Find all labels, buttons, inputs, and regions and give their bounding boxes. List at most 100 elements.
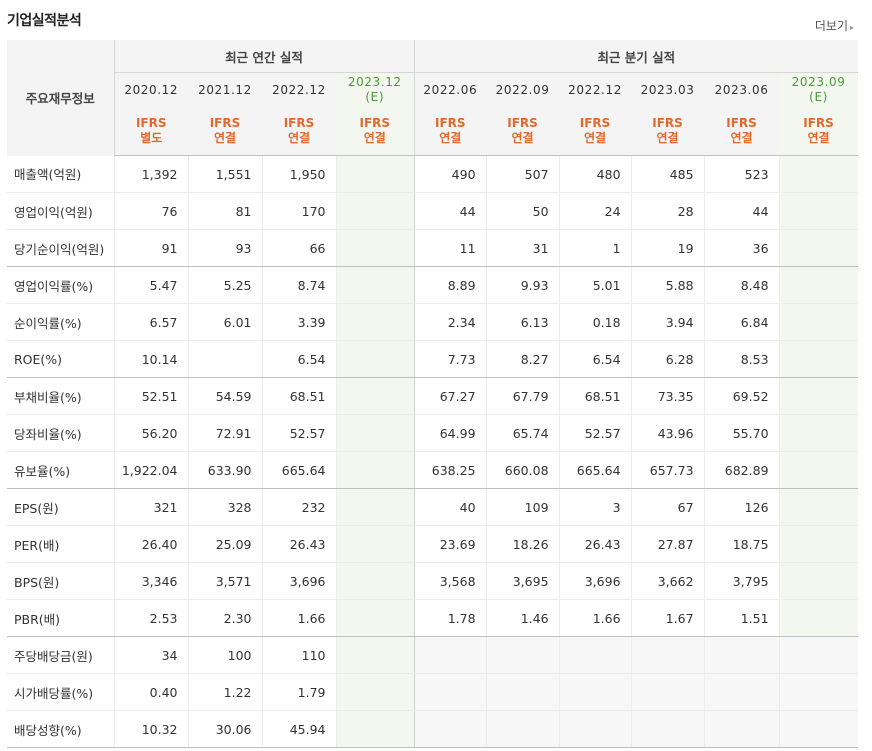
table-row: 매출액(억원) 1,392 1,551 1,950 490 507 480 485 523 bbox=[7, 155, 859, 193]
period-date: 2023.12 bbox=[347, 75, 402, 89]
annual-value-cell: 66 bbox=[261, 229, 336, 267]
quarter-value-cell: 6.28 bbox=[630, 340, 705, 378]
accounting-standard: IFRS 연결 bbox=[779, 107, 859, 156]
quarter-value-cell: 480 bbox=[558, 155, 632, 193]
quarter-value-cell bbox=[485, 673, 560, 711]
row-label: 당좌비율(%) bbox=[7, 414, 114, 452]
estimate-mark: (E) bbox=[809, 90, 828, 104]
period-date: 2022.06 bbox=[423, 83, 478, 97]
annual-value-cell: 6.01 bbox=[187, 303, 262, 341]
period-label: 2023.12 (E) bbox=[336, 72, 415, 107]
quarter-value-cell bbox=[558, 710, 632, 748]
annual-value-cell: 52.57 bbox=[261, 414, 336, 452]
quarter-value-cell bbox=[778, 303, 859, 341]
annual-value-cell: 25.09 bbox=[187, 525, 262, 563]
quarter-value-cell: 18.75 bbox=[703, 525, 780, 563]
quarter-value-cell: 0.18 bbox=[558, 303, 632, 341]
annual-value-cell: 72.91 bbox=[187, 414, 262, 452]
quarter-value-cell: 19 bbox=[630, 229, 705, 267]
quarter-value-cell: 126 bbox=[703, 488, 780, 526]
row-label: PER(배) bbox=[7, 525, 114, 563]
standard-name: IFRS bbox=[652, 116, 683, 130]
period-date: 2020.12 bbox=[124, 83, 179, 97]
annual-value-cell: 3,571 bbox=[187, 562, 262, 600]
annual-value-cell bbox=[335, 377, 415, 415]
annual-value-cell: 81 bbox=[187, 192, 262, 230]
annual-value-cell bbox=[335, 266, 415, 304]
period-label: 2020.12 bbox=[113, 72, 188, 107]
quarter-value-cell bbox=[703, 636, 780, 674]
quarter-value-cell: 23.69 bbox=[413, 525, 487, 563]
quarter-value-cell bbox=[630, 673, 705, 711]
quarter-value-cell bbox=[413, 636, 487, 674]
row-label: 순이익률(%) bbox=[7, 303, 114, 341]
quarter-value-cell: 1.66 bbox=[558, 599, 632, 637]
period-label: 2021.12 bbox=[188, 72, 262, 107]
quarter-value-cell: 69.52 bbox=[703, 377, 780, 415]
quarter-value-cell: 1.78 bbox=[413, 599, 487, 637]
annual-value-cell: 26.43 bbox=[261, 525, 336, 563]
quarter-value-cell: 1.46 bbox=[485, 599, 560, 637]
annual-value-cell: 45.94 bbox=[261, 710, 336, 748]
quarter-value-cell: 3,696 bbox=[558, 562, 632, 600]
quarter-value-cell bbox=[778, 710, 859, 748]
quarter-value-cell bbox=[778, 192, 859, 230]
quarter-value-cell: 682.89 bbox=[703, 451, 780, 489]
period-date: 2022.12 bbox=[272, 83, 326, 97]
period-label: 2022.09 bbox=[486, 72, 560, 107]
quarter-value-cell: 638.25 bbox=[413, 451, 487, 489]
table-row: BPS(원) 3,346 3,571 3,696 3,568 3,695 3,696 3,66… bbox=[7, 562, 859, 600]
quarter-value-cell bbox=[778, 562, 859, 600]
accounting-standard: IFRS 연결 bbox=[631, 107, 705, 156]
period-label: 2022.12 bbox=[262, 72, 336, 107]
quarter-value-cell: 68.51 bbox=[558, 377, 632, 415]
period-label: 2023.03 bbox=[631, 72, 705, 107]
quarter-value-cell: 8.27 bbox=[485, 340, 560, 378]
annual-value-cell: 76 bbox=[113, 192, 188, 230]
row-label: BPS(원) bbox=[7, 562, 114, 600]
annual-value-cell bbox=[335, 488, 415, 526]
quarter-value-cell: 73.35 bbox=[630, 377, 705, 415]
annual-value-cell: 3,696 bbox=[261, 562, 336, 600]
row-label: PBR(배) bbox=[7, 599, 114, 637]
quarter-value-cell: 28 bbox=[630, 192, 705, 230]
table-row: 영업이익(억원) 76 81 170 44 50 24 28 44 bbox=[7, 192, 859, 230]
quarter-value-cell: 65.74 bbox=[485, 414, 560, 452]
quarter-value-cell bbox=[778, 599, 859, 637]
annual-value-cell: 1,922.04 bbox=[113, 451, 188, 489]
quarter-value-cell bbox=[778, 377, 859, 415]
quarter-value-cell: 1 bbox=[558, 229, 632, 267]
quarter-value-cell: 3,695 bbox=[485, 562, 560, 600]
standard-name: IFRS bbox=[507, 116, 538, 130]
quarter-value-cell: 3.94 bbox=[630, 303, 705, 341]
table-row: 당좌비율(%) 56.20 72.91 52.57 64.99 65.74 52.57 43.… bbox=[7, 414, 859, 452]
standard-name: IFRS bbox=[283, 116, 315, 130]
table-row: 영업이익률(%) 5.47 5.25 8.74 8.89 9.93 5.01 5.88 8.48 bbox=[7, 266, 859, 304]
quarter-value-cell: 523 bbox=[703, 155, 780, 193]
row-label: 부채비율(%) bbox=[7, 377, 114, 415]
row-label: 영업이익(억원) bbox=[7, 192, 114, 230]
chevron-right-icon: ▸ bbox=[849, 23, 854, 32]
quarter-value-cell: 3,795 bbox=[703, 562, 780, 600]
quarter-value-cell: 44 bbox=[703, 192, 780, 230]
quarter-value-cell bbox=[778, 229, 859, 267]
quarter-value-cell: 657.73 bbox=[630, 451, 705, 489]
annual-group-header: 최근 연간 실적 bbox=[113, 40, 415, 73]
quarter-value-cell bbox=[778, 525, 859, 563]
annual-value-cell: 93 bbox=[187, 229, 262, 267]
quarter-value-cell: 660.08 bbox=[485, 451, 560, 489]
table-row: 순이익률(%) 6.57 6.01 3.39 2.34 6.13 0.18 3.94 6.84 bbox=[7, 303, 859, 341]
period-date: 2021.12 bbox=[198, 83, 252, 97]
annual-value-cell bbox=[335, 599, 415, 637]
annual-value-cell: 321 bbox=[113, 488, 188, 526]
table-row: 유보율(%) 1,922.04 633.90 665.64 638.25 660.08 66… bbox=[7, 451, 859, 489]
quarter-value-cell bbox=[413, 710, 487, 748]
annual-value-cell: 10.14 bbox=[113, 340, 188, 378]
more-link[interactable]: 더보기 ▸ bbox=[815, 17, 854, 34]
annual-value-cell: 1,551 bbox=[187, 155, 262, 193]
quarter-value-cell bbox=[778, 636, 859, 674]
accounting-standard: IFRS 연결 bbox=[704, 107, 780, 156]
annual-value-cell bbox=[335, 525, 415, 563]
quarter-value-cell: 6.84 bbox=[703, 303, 780, 341]
annual-value-cell bbox=[335, 636, 415, 674]
